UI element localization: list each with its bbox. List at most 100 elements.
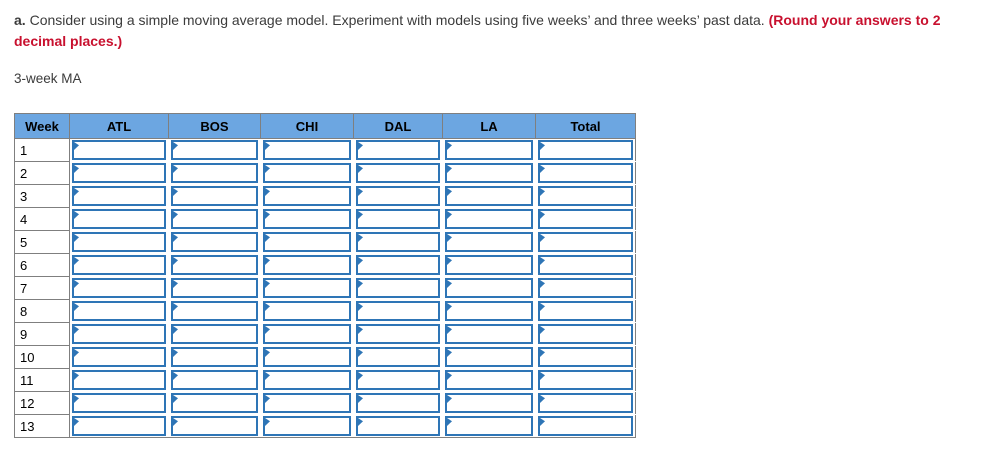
grid-cell-input[interactable] xyxy=(358,280,438,296)
grid-cell-input[interactable] xyxy=(74,395,164,411)
input-box xyxy=(72,324,166,344)
input-box xyxy=(72,140,166,160)
grid-cell-input[interactable] xyxy=(74,349,164,365)
week-cell: 5 xyxy=(14,230,70,254)
grid-cell-input[interactable] xyxy=(540,280,631,296)
input-box xyxy=(263,209,351,229)
grid-cell-input[interactable] xyxy=(265,280,349,296)
grid-cell xyxy=(535,368,636,392)
grid-cell-input[interactable] xyxy=(74,280,164,296)
grid-cell-input[interactable] xyxy=(358,142,438,158)
grid-cell-input[interactable] xyxy=(74,372,164,388)
grid-cell-input[interactable] xyxy=(540,211,631,227)
grid-cell-input[interactable] xyxy=(447,418,531,434)
grid-cell-input[interactable] xyxy=(358,234,438,250)
input-box xyxy=(538,255,633,275)
grid-cell-input[interactable] xyxy=(540,142,631,158)
grid-cell-input[interactable] xyxy=(358,326,438,342)
grid-cell-input[interactable] xyxy=(265,303,349,319)
grid-cell xyxy=(69,276,169,300)
grid-cell-input[interactable] xyxy=(173,211,256,227)
grid-cell-input[interactable] xyxy=(173,234,256,250)
grid-cell-input[interactable] xyxy=(265,211,349,227)
grid-cell-input[interactable] xyxy=(540,188,631,204)
grid-cell-input[interactable] xyxy=(447,372,531,388)
input-box xyxy=(356,140,440,160)
grid-cell-input[interactable] xyxy=(358,257,438,273)
grid-cell xyxy=(442,322,536,346)
grid-cell-input[interactable] xyxy=(74,211,164,227)
grid-cell-input[interactable] xyxy=(265,165,349,181)
input-box xyxy=(72,255,166,275)
grid-cell-input[interactable] xyxy=(265,142,349,158)
input-box xyxy=(263,140,351,160)
grid-cell-input[interactable] xyxy=(74,303,164,319)
grid-cell-input[interactable] xyxy=(265,395,349,411)
grid-cell-input[interactable] xyxy=(173,395,256,411)
grid-cell-input[interactable] xyxy=(358,349,438,365)
grid-cell-input[interactable] xyxy=(447,257,531,273)
grid-cell-input[interactable] xyxy=(447,234,531,250)
grid-cell-input[interactable] xyxy=(265,326,349,342)
grid-cell xyxy=(69,414,169,438)
grid-cell-input[interactable] xyxy=(173,188,256,204)
grid-cell-input[interactable] xyxy=(358,211,438,227)
question-body: Consider using a simple moving average m… xyxy=(25,12,769,28)
grid-cell-input[interactable] xyxy=(540,349,631,365)
grid-cell-input[interactable] xyxy=(173,257,256,273)
grid-cell-input[interactable] xyxy=(358,418,438,434)
grid-cell-input[interactable] xyxy=(447,395,531,411)
grid-cell-input[interactable] xyxy=(173,418,256,434)
grid-cell-input[interactable] xyxy=(265,257,349,273)
grid-cell-input[interactable] xyxy=(74,234,164,250)
grid-cell-input[interactable] xyxy=(74,165,164,181)
grid-cell-input[interactable] xyxy=(74,142,164,158)
input-box xyxy=(171,347,258,367)
grid-cell-input[interactable] xyxy=(358,188,438,204)
grid-cell-input[interactable] xyxy=(265,234,349,250)
grid-cell-input[interactable] xyxy=(74,257,164,273)
grid-cell-input[interactable] xyxy=(447,349,531,365)
grid-cell-input[interactable] xyxy=(447,303,531,319)
input-box xyxy=(356,163,440,183)
grid-cell-input[interactable] xyxy=(358,165,438,181)
grid-cell-input[interactable] xyxy=(447,142,531,158)
grid-cell xyxy=(535,207,636,231)
grid-cell-input[interactable] xyxy=(173,303,256,319)
grid-cell-input[interactable] xyxy=(74,418,164,434)
week-cell: 12 xyxy=(14,391,70,415)
grid-cell-input[interactable] xyxy=(540,303,631,319)
grid-cell-input[interactable] xyxy=(540,372,631,388)
grid-cell-input[interactable] xyxy=(540,165,631,181)
grid-cell-input[interactable] xyxy=(540,326,631,342)
input-box xyxy=(538,301,633,321)
grid-cell-input[interactable] xyxy=(173,165,256,181)
grid-cell-input[interactable] xyxy=(447,326,531,342)
grid-cell-input[interactable] xyxy=(540,257,631,273)
grid-cell xyxy=(168,253,261,277)
grid-cell-input[interactable] xyxy=(540,395,631,411)
grid-cell-input[interactable] xyxy=(447,165,531,181)
grid-cell-input[interactable] xyxy=(447,188,531,204)
grid-cell-input[interactable] xyxy=(358,372,438,388)
grid-cell-input[interactable] xyxy=(358,303,438,319)
grid-cell-input[interactable] xyxy=(447,211,531,227)
grid-cell-input[interactable] xyxy=(540,418,631,434)
grid-cell-input[interactable] xyxy=(265,349,349,365)
week-cell: 2 xyxy=(14,161,70,185)
grid-cell-input[interactable] xyxy=(74,188,164,204)
grid-cell-input[interactable] xyxy=(173,326,256,342)
grid-cell-input[interactable] xyxy=(447,280,531,296)
grid-cell-input[interactable] xyxy=(265,372,349,388)
grid-cell-input[interactable] xyxy=(540,234,631,250)
grid-cell-input[interactable] xyxy=(265,418,349,434)
grid-cell-input[interactable] xyxy=(265,188,349,204)
grid-cell-input[interactable] xyxy=(173,349,256,365)
grid-cell-input[interactable] xyxy=(358,395,438,411)
grid-cell-input[interactable] xyxy=(173,372,256,388)
input-box xyxy=(171,324,258,344)
grid-cell-input[interactable] xyxy=(173,280,256,296)
grid-cell-input[interactable] xyxy=(173,142,256,158)
input-box xyxy=(538,209,633,229)
grid-cell-input[interactable] xyxy=(74,326,164,342)
